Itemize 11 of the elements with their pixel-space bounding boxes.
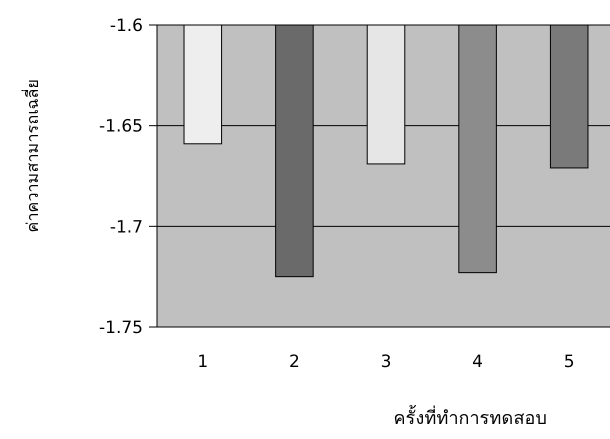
y-axis-title: ค่าความสามารถเฉลี่ย bbox=[21, 80, 42, 232]
y-tick-label: -1.6 bbox=[110, 16, 143, 36]
x-tick-label: 5 bbox=[564, 352, 575, 372]
y-tick-label: -1.7 bbox=[110, 217, 143, 238]
x-axis-title: ครั้งที่ทำการทดสอบ bbox=[394, 405, 546, 429]
x-tick-label: 2 bbox=[288, 352, 300, 372]
x-tick-label: 4 bbox=[472, 352, 484, 372]
y-tick-label: -1.65 bbox=[99, 116, 143, 137]
y-tick-label: -1.75 bbox=[99, 318, 143, 338]
x-tick-label: 1 bbox=[197, 352, 208, 372]
x-tick-label: 3 bbox=[380, 352, 392, 372]
